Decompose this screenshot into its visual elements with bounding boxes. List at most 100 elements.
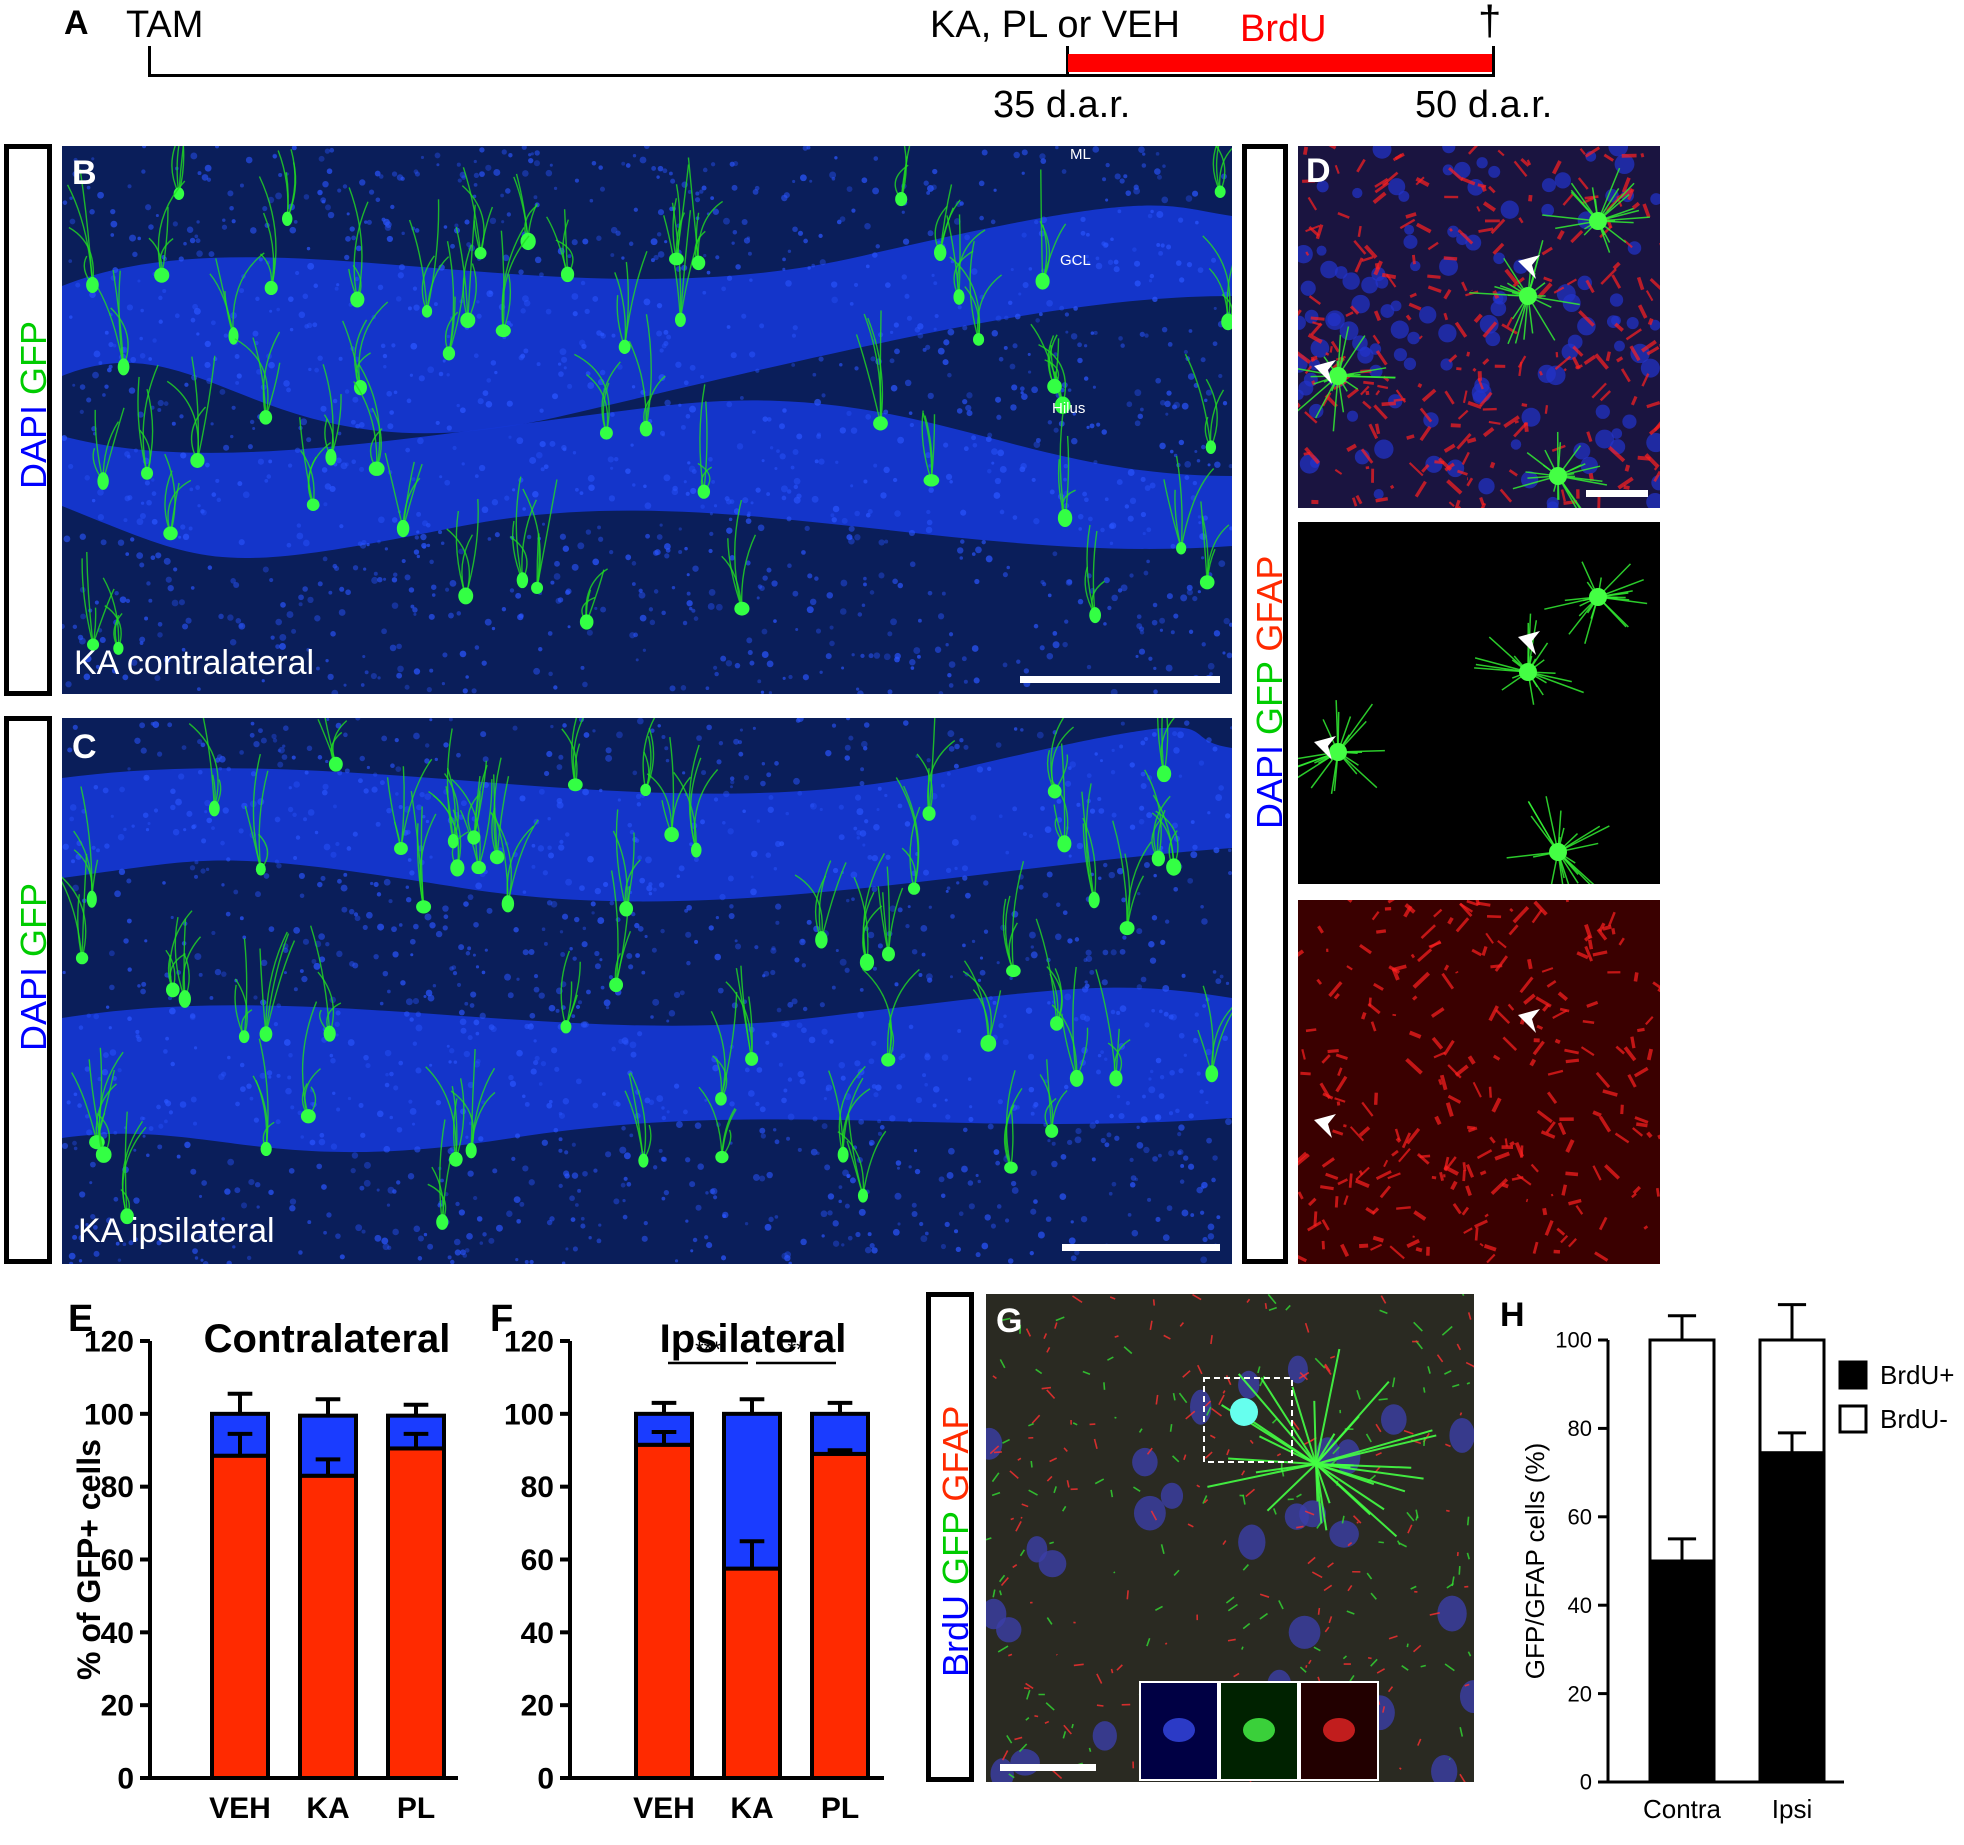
gfp-cell xyxy=(1197,985,1232,1083)
panel-label-a: A xyxy=(64,4,89,42)
gfp-cell xyxy=(234,938,253,1044)
panel-label-e: E xyxy=(68,1298,94,1340)
stain-label-d: DAPI GFP GFAP xyxy=(1249,556,1291,829)
x-tick-label: VEH xyxy=(633,1792,695,1825)
gfp-cell xyxy=(166,355,216,468)
bar-segment-PL-0 xyxy=(386,1446,446,1780)
bar-segment-Contra-0 xyxy=(1648,1559,1716,1784)
y-tick-label: 120 xyxy=(504,1326,554,1359)
legend-swatch xyxy=(1838,1360,1868,1390)
gfp-cell xyxy=(877,866,904,962)
chart-e: Contralateral % of GFP+ cells 0 20 40 60 80 100… xyxy=(71,1317,458,1825)
gfp-cell xyxy=(188,718,222,817)
micrograph-d-gfap-image xyxy=(1298,900,1660,1264)
gfp-cell xyxy=(148,180,186,283)
y-axis-label: % of GFP+ cells xyxy=(71,1439,107,1680)
gfp-cell xyxy=(73,786,99,908)
x-tick-label: PL xyxy=(821,1792,859,1825)
gfp-cell xyxy=(309,925,342,1042)
stain-label-g-part-2: GFAP xyxy=(935,1405,976,1512)
bar-segment-VEH-0 xyxy=(210,1453,270,1780)
gfp-cell xyxy=(446,499,479,605)
gfp-cell xyxy=(721,499,757,616)
gfp-cell xyxy=(949,240,1003,346)
gfp-cell xyxy=(513,173,538,251)
gfp-cell xyxy=(579,568,608,630)
gfp-cell xyxy=(1051,966,1089,1087)
panel-label-f: F xyxy=(490,1298,514,1340)
significance-label: *** xyxy=(695,1337,721,1362)
y-tick-label: 40 xyxy=(1568,1593,1592,1618)
astrocyte xyxy=(1544,561,1648,644)
gfp-cell xyxy=(461,167,494,260)
gfp-cell xyxy=(934,184,961,262)
bar-segment-PL-0 xyxy=(810,1451,870,1780)
gfp-cell xyxy=(410,790,437,914)
gfp-cell xyxy=(234,331,281,425)
scale-bar-g xyxy=(1000,1764,1096,1771)
stain-label-box-d: DAPI GFP GFAP xyxy=(1242,144,1291,1264)
gfp-cell xyxy=(609,870,632,993)
x-tick-label: KA xyxy=(730,1792,773,1825)
gfp-cell xyxy=(921,410,940,487)
gfp-cell xyxy=(81,551,115,651)
y-tick-label: 60 xyxy=(521,1544,554,1577)
astrocyte xyxy=(1512,431,1608,508)
granule-layer-band xyxy=(62,400,1232,559)
bar-segment-PL-1 xyxy=(810,1411,870,1456)
y-tick-label: 0 xyxy=(117,1763,134,1796)
gfp-cell xyxy=(1035,918,1064,1031)
gfp-cell xyxy=(165,910,193,998)
gfp-cell xyxy=(174,916,202,1008)
y-tick-label: 60 xyxy=(101,1544,134,1577)
y-tick-label: 20 xyxy=(1568,1681,1592,1706)
timeline-line xyxy=(149,74,1494,77)
micrograph-d-merge: D xyxy=(1298,146,1660,508)
timeline-end-tick xyxy=(1492,46,1495,77)
micrograph-d-merge-image xyxy=(1298,146,1660,508)
gfp-cell xyxy=(624,1072,652,1168)
micrograph-d-gfap xyxy=(1298,900,1660,1264)
panel-label-d: D xyxy=(1306,152,1331,190)
stain-label-b: DAPI GFP xyxy=(13,321,55,489)
y-tick-label: 20 xyxy=(521,1690,554,1723)
region-label-ml: ML xyxy=(1070,146,1091,163)
timeline-treatment-label: KA, PL or VEH xyxy=(930,4,1180,46)
gfp-cell xyxy=(895,777,921,895)
gfp-cell xyxy=(341,301,389,396)
gfp-cell xyxy=(1003,1070,1023,1174)
timeline-brdu-label: BrdU xyxy=(1240,8,1327,50)
gfp-cell xyxy=(92,407,125,490)
y-tick-label: 80 xyxy=(1568,1416,1592,1441)
arrowhead-icon xyxy=(1518,255,1540,279)
stain-label-b-part-0: DAPI xyxy=(13,404,54,489)
stain-label-box-b: DAPI GFP xyxy=(4,144,55,696)
granule-layer-band xyxy=(62,987,1232,1153)
astrocyte xyxy=(1298,700,1385,795)
gfp-cell xyxy=(861,968,920,1067)
astrocyte xyxy=(1469,240,1580,345)
region-label-gcl: GCL xyxy=(1060,252,1091,269)
gfp-cell xyxy=(673,744,719,858)
gfp-cell xyxy=(687,157,724,271)
gfp-cell xyxy=(574,353,621,440)
micrograph-g: G xyxy=(986,1294,1474,1782)
gfp-cell xyxy=(640,718,656,797)
granule-layer-band xyxy=(62,727,1232,902)
gfp-cell xyxy=(495,227,530,338)
legend-swatch xyxy=(1838,1404,1868,1434)
x-tick-label: Ipsi xyxy=(1772,1794,1812,1824)
micrograph-b-image xyxy=(62,146,1232,694)
y-tick-label: 40 xyxy=(521,1617,554,1650)
gfp-cell xyxy=(1084,524,1105,624)
y-tick-label: 100 xyxy=(1555,1328,1592,1353)
gfp-cell xyxy=(258,176,278,296)
y-tick-label: 60 xyxy=(1568,1505,1592,1530)
arrowhead-icon xyxy=(1314,1114,1336,1138)
panel-label-h: H xyxy=(1500,1296,1525,1334)
gfp-cell xyxy=(561,718,585,792)
gfp-cell xyxy=(66,169,99,293)
gfp-cell xyxy=(1151,794,1182,876)
caption-c: KA ipsilateral xyxy=(78,1212,275,1250)
